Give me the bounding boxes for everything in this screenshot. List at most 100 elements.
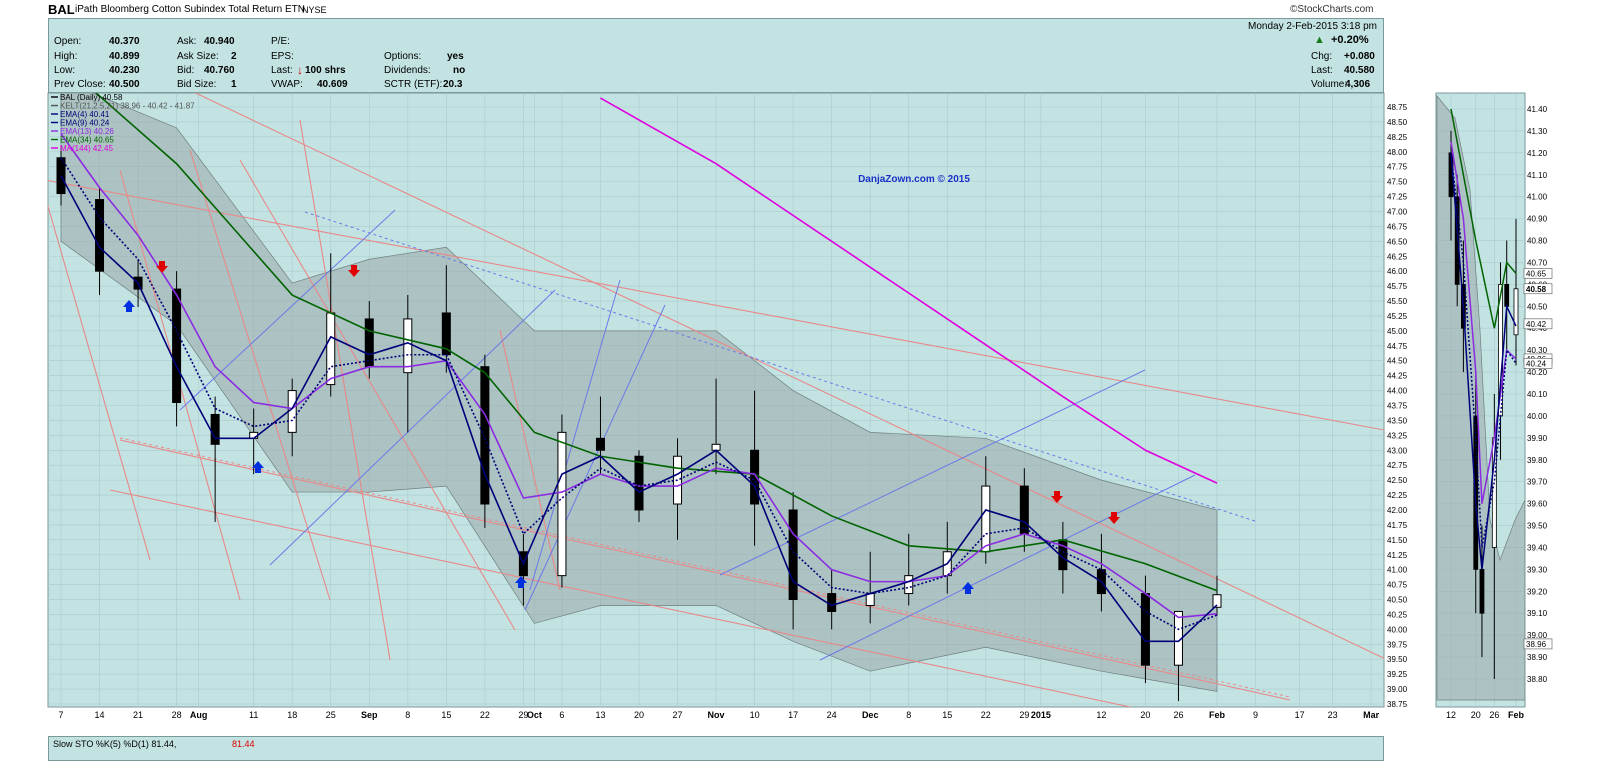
last-trade-label: Last:	[271, 65, 293, 76]
side-y-tick-label: 40.00	[1527, 412, 1548, 421]
x-tick-label: 17	[1295, 710, 1305, 720]
chg-value: +0.080	[1344, 51, 1375, 62]
side-y-tick-label: 39.20	[1527, 587, 1548, 596]
stochastic-panel: Slow STO %K(5) %D(1) 81.44, 81.44	[48, 736, 1384, 761]
side-x-tick-label: 20	[1471, 710, 1481, 720]
trendline-red	[299, 119, 391, 661]
x-tick-label: Nov	[708, 710, 725, 720]
bid-size-value: 1	[231, 79, 237, 90]
last-trade-value: 100 shrs	[305, 65, 346, 76]
sctr-label: SCTR (ETF):	[384, 79, 443, 90]
x-tick-label: 2015	[1031, 710, 1051, 720]
arrow-up-shape	[252, 461, 264, 473]
price-flag-label: 40.58	[1526, 285, 1547, 294]
side-y-tick-label: 39.80	[1527, 456, 1548, 465]
arrow-up-icon	[252, 461, 264, 473]
quote-panel: Open: 40.370 High: 40.899 Low: 40.230 Pr…	[48, 18, 1384, 93]
dividends-label: Dividends:	[384, 65, 431, 76]
last-label: Last:	[1311, 65, 1333, 76]
ask-size-value: 2	[231, 51, 237, 62]
y-tick-label: 41.75	[1387, 521, 1408, 530]
candle-body	[827, 593, 837, 612]
side-y-tick-label: 39.10	[1527, 609, 1548, 618]
x-tick-label: 21	[133, 710, 143, 720]
y-tick-label: 42.75	[1387, 461, 1408, 470]
side-ema34-line	[1450, 108, 1517, 329]
trendline-blue	[269, 289, 556, 566]
y-tick-label: 38.75	[1387, 700, 1408, 709]
y-tick-label: 47.50	[1387, 178, 1408, 187]
x-tick-label: 13	[595, 710, 605, 720]
x-tick-label: 22	[480, 710, 490, 720]
x-tick-label: 8	[906, 710, 911, 720]
arrow-down-icon	[1051, 491, 1063, 503]
side-y-tick-label: 40.90	[1527, 215, 1548, 224]
y-tick-label: 48.25	[1387, 133, 1408, 142]
dividends-value: no	[453, 65, 466, 76]
side-y-tick-label: 41.00	[1527, 193, 1548, 202]
y-tick-label: 40.75	[1387, 581, 1408, 590]
x-tick-label: 22	[981, 710, 991, 720]
price-flag-label: 38.96	[1526, 640, 1547, 649]
chg-label: Chg:	[1311, 51, 1333, 62]
side-x-tick-label: Feb	[1508, 710, 1525, 720]
candle-body	[865, 593, 875, 606]
arrow-down-shape	[1108, 512, 1120, 524]
trendline-blue	[179, 209, 396, 411]
side-y-tick-label: 38.80	[1527, 675, 1548, 684]
high-value: 40.899	[109, 51, 140, 62]
legend-item: EMA(4) 40.41	[60, 110, 110, 119]
side-y-tick-label: 39.70	[1527, 478, 1548, 487]
trendline-red	[239, 159, 516, 631]
arrow-down-shape	[1051, 491, 1063, 503]
y-tick-label: 45.50	[1387, 297, 1408, 306]
trendline-blue	[524, 304, 666, 611]
volume-label: Volume:	[1311, 79, 1348, 90]
triangle-up-icon: ▲	[1314, 34, 1325, 46]
y-tick-label: 48.75	[1387, 103, 1408, 112]
side-y-tick-label: 41.10	[1527, 171, 1548, 180]
pe-label: P/E:	[271, 36, 290, 47]
candle-body	[326, 312, 336, 386]
side-y-tick-label: 39.50	[1527, 522, 1548, 531]
y-tick-label: 41.25	[1387, 551, 1408, 560]
arrow-up-icon	[123, 300, 135, 312]
brand-label[interactable]: ©StockCharts.com	[1290, 4, 1374, 15]
x-tick-label: 25	[326, 710, 336, 720]
pct-change-value: +0.20%	[1331, 34, 1369, 46]
trendline-red	[189, 149, 331, 601]
y-tick-label: 43.75	[1387, 402, 1408, 411]
arrow-down-shape	[348, 265, 360, 277]
symbol-label: BAL	[48, 2, 75, 17]
legend-item: MA(144) 42.45	[60, 144, 113, 153]
x-tick-label: 8	[405, 710, 410, 720]
side-ema4-line	[1450, 152, 1517, 570]
y-tick-label: 45.00	[1387, 327, 1408, 336]
ema34-line	[94, 93, 1218, 592]
prev-close-value: 40.500	[109, 79, 140, 90]
arrow-down-icon: ↓	[297, 63, 303, 77]
side-y-tick-label: 40.20	[1527, 368, 1548, 377]
y-tick-label: 42.25	[1387, 491, 1408, 500]
trendline-red-dashed	[119, 437, 1291, 698]
low-label: Low:	[54, 65, 76, 76]
watermark: DanjaZown.com © 2015	[858, 174, 970, 185]
side-candle-body	[1479, 568, 1485, 614]
candle-body	[1212, 594, 1222, 608]
x-tick-label: 23	[1328, 710, 1338, 720]
ask-label: Ask:	[177, 36, 197, 47]
side-y-tick-label: 40.70	[1527, 258, 1548, 267]
x-tick-label: Feb	[1209, 710, 1226, 720]
side-y-tick-label: 40.50	[1527, 302, 1548, 311]
candle-body	[95, 199, 105, 272]
side-y-tick-label: 38.90	[1527, 653, 1548, 662]
arrow-down-icon	[348, 265, 360, 277]
x-tick-label: 29	[518, 710, 528, 720]
security-name: iPath Bloomberg Cotton Subindex Total Re…	[75, 4, 305, 15]
side-y-tick-label: 39.90	[1527, 434, 1548, 443]
side-y-tick-label: 39.40	[1527, 543, 1548, 552]
y-tick-label: 42.00	[1387, 506, 1408, 515]
